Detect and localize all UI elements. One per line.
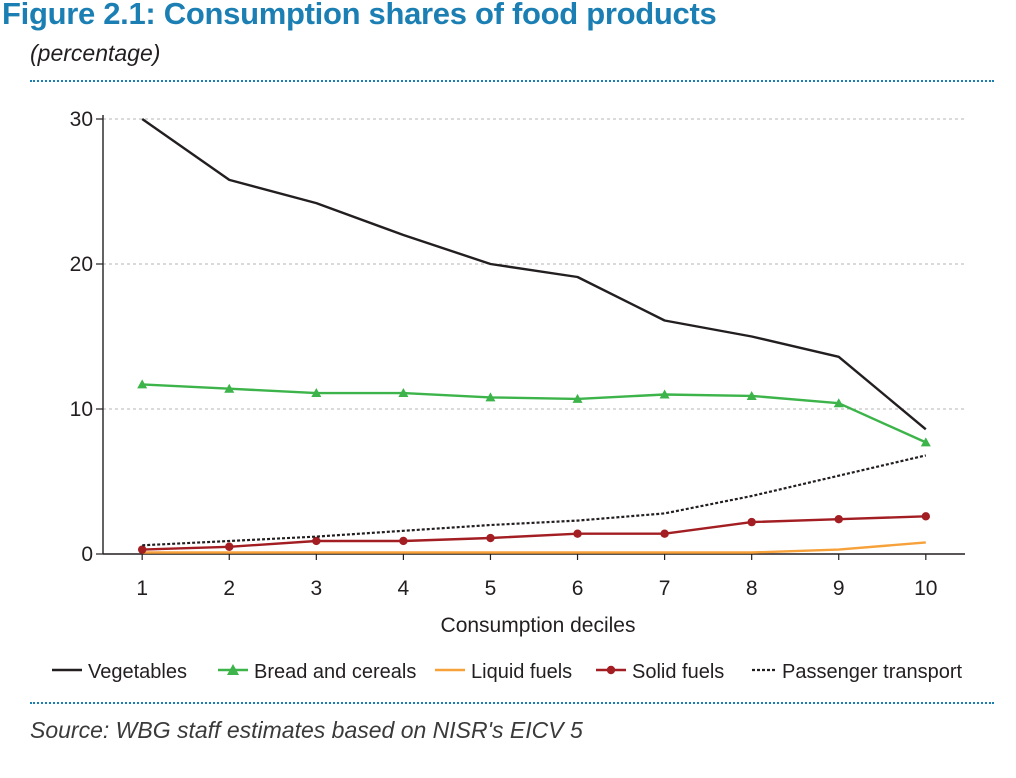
- data-point-bread-and-cereals-8: [746, 390, 757, 400]
- data-point-solid-fuels-5: [486, 533, 495, 543]
- gridlines: [103, 118, 965, 410]
- legend-label-solid-fuels: Solid fuels: [632, 661, 724, 683]
- y-tick-label-0: 0: [81, 543, 93, 566]
- x-tick-label-5: 5: [485, 577, 497, 600]
- data-point-bread-and-cereals-3: [311, 388, 322, 398]
- data-point-bread-and-cereals-2: [224, 383, 235, 393]
- data-point-bread-and-cereals-9: [833, 398, 844, 408]
- data-point-bread-and-cereals-6: [572, 393, 583, 403]
- data-point-solid-fuels-7: [660, 529, 669, 538]
- y-tick-label-10: 10: [70, 398, 93, 421]
- data-point-solid-fuels-1: [137, 545, 147, 554]
- series-line-passenger-transport: [142, 454, 927, 547]
- source-note: Source: WBG staff estimates based on NIS…: [30, 717, 583, 743]
- series-line-solid-fuels: [142, 515, 926, 551]
- x-tick-label-7: 7: [659, 577, 671, 600]
- data-point-bread-and-cereals-4: [398, 388, 409, 398]
- x-tick-label-8: 8: [746, 577, 758, 600]
- bottom-divider: [30, 702, 994, 704]
- data-point-solid-fuels-3: [312, 536, 321, 546]
- data-point-bread-and-cereals-7: [659, 389, 670, 399]
- data-point-solid-fuels-6: [573, 529, 582, 538]
- data-point-solid-fuels-8: [747, 517, 756, 527]
- x-tick-label-4: 4: [398, 577, 410, 600]
- y-tick-label-20: 20: [70, 253, 93, 276]
- figure-title: Figure 2.1: Consumption shares of food p…: [2, 0, 717, 31]
- legend-marker-solid-fuels: [606, 665, 616, 675]
- legend: Vegetables Bread and cereals Liquid fuels S…: [52, 661, 963, 683]
- x-axis-title: Consumption deciles: [441, 614, 636, 637]
- legend-marker-bread-and-cereals: [227, 664, 239, 675]
- y-tick-label-30: 30: [70, 108, 93, 131]
- legend-label-liquid-fuels: Liquid fuels: [471, 661, 572, 683]
- data-point-solid-fuels-4: [399, 536, 408, 546]
- data-point-bread-and-cereals-10: [920, 437, 931, 447]
- data-point-bread-and-cereals-5: [485, 392, 496, 402]
- figure-subtitle: (percentage): [30, 40, 161, 66]
- series-line-liquid-fuels: [142, 541, 926, 554]
- x-tick-label-3: 3: [310, 577, 322, 600]
- data-point-solid-fuels-10: [921, 512, 931, 521]
- series-line-vegetables: [141, 118, 927, 431]
- x-tick-label-1: 1: [136, 577, 148, 600]
- x-tick-label-6: 6: [572, 577, 584, 600]
- x-tick-label-10: 10: [914, 577, 937, 600]
- top-divider: [30, 80, 994, 82]
- legend-label-bread-and-cereals: Bread and cereals: [254, 661, 416, 683]
- data-point-bread-and-cereals-1: [137, 379, 148, 389]
- series-line-bread-and-cereals: [142, 383, 927, 444]
- legend-label-passenger-transport: Passenger transport: [782, 661, 963, 683]
- x-tick-label-2: 2: [223, 577, 235, 600]
- series-lines: [137, 118, 931, 554]
- data-point-solid-fuels-9: [834, 515, 843, 524]
- legend-label-vegetables: Vegetables: [88, 661, 187, 683]
- data-point-solid-fuels-2: [225, 542, 234, 551]
- line-chart: 0 10 20 30 1 2 3 4 5 6 7 8 9 10 Consumption deciles Ve…: [52, 108, 965, 683]
- x-tick-label-9: 9: [833, 577, 845, 600]
- axes: 0 10 20 30 1 2 3 4 5 6 7 8 9 10 Consumption deciles: [70, 108, 965, 637]
